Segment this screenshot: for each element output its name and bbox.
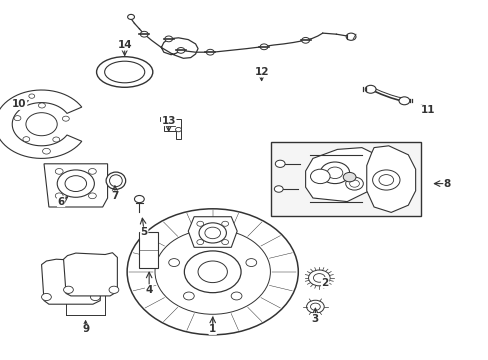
Circle shape (365, 85, 375, 93)
Circle shape (313, 274, 325, 282)
Text: 2: 2 (321, 278, 328, 288)
Circle shape (127, 14, 134, 19)
Circle shape (274, 186, 283, 192)
Ellipse shape (96, 57, 153, 87)
Circle shape (326, 167, 342, 179)
Circle shape (204, 227, 220, 239)
Circle shape (349, 180, 359, 187)
Circle shape (155, 229, 270, 314)
Circle shape (199, 223, 226, 243)
Circle shape (221, 221, 228, 226)
Circle shape (345, 177, 363, 190)
Circle shape (231, 292, 242, 300)
Circle shape (26, 113, 57, 136)
Circle shape (168, 258, 179, 266)
Circle shape (320, 162, 349, 184)
Circle shape (57, 170, 94, 197)
Text: 8: 8 (443, 179, 450, 189)
Text: 6: 6 (58, 197, 64, 207)
Bar (271, 142, 420, 216)
Polygon shape (188, 217, 237, 247)
Circle shape (164, 36, 172, 42)
Text: 13: 13 (161, 116, 176, 126)
Polygon shape (44, 164, 107, 207)
Text: 4: 4 (145, 285, 153, 295)
Bar (139, 232, 158, 268)
Polygon shape (0, 90, 81, 158)
Circle shape (65, 176, 86, 192)
Polygon shape (160, 117, 181, 139)
Polygon shape (305, 148, 376, 202)
Circle shape (55, 193, 63, 199)
Circle shape (63, 286, 73, 293)
Circle shape (308, 270, 329, 286)
Circle shape (301, 37, 309, 43)
Circle shape (378, 175, 393, 185)
Text: 1: 1 (209, 324, 216, 334)
Circle shape (90, 293, 100, 301)
Circle shape (23, 137, 30, 142)
Circle shape (197, 239, 203, 244)
Circle shape (88, 193, 96, 199)
Circle shape (310, 303, 320, 310)
Circle shape (39, 103, 45, 108)
Circle shape (88, 168, 96, 174)
Circle shape (29, 94, 35, 98)
Text: 11: 11 (420, 105, 434, 115)
Circle shape (53, 137, 60, 142)
Circle shape (177, 48, 184, 53)
Circle shape (42, 148, 50, 154)
Circle shape (310, 169, 329, 184)
Circle shape (207, 238, 218, 246)
Circle shape (183, 292, 194, 300)
Circle shape (343, 172, 355, 182)
Circle shape (309, 173, 321, 181)
Circle shape (62, 116, 69, 121)
Circle shape (109, 286, 119, 293)
Circle shape (14, 116, 21, 121)
Ellipse shape (104, 61, 144, 83)
Text: 5: 5 (141, 227, 147, 237)
Text: 10: 10 (12, 99, 27, 109)
Circle shape (306, 300, 324, 313)
Circle shape (275, 160, 285, 167)
Text: 12: 12 (254, 67, 268, 77)
Circle shape (372, 170, 399, 190)
Circle shape (260, 44, 267, 50)
Ellipse shape (109, 175, 122, 187)
Circle shape (127, 209, 298, 335)
Polygon shape (366, 146, 415, 212)
Circle shape (184, 251, 241, 293)
Text: 9: 9 (82, 324, 89, 334)
Circle shape (346, 33, 355, 40)
Circle shape (245, 258, 256, 266)
Text: 7: 7 (111, 191, 119, 201)
Text: 3: 3 (311, 314, 318, 324)
Circle shape (197, 221, 203, 226)
Circle shape (398, 97, 409, 105)
Circle shape (140, 31, 148, 37)
Circle shape (311, 175, 318, 180)
Text: 14: 14 (117, 40, 132, 50)
Circle shape (206, 49, 214, 55)
Circle shape (55, 168, 63, 174)
Circle shape (134, 195, 144, 203)
Circle shape (221, 239, 228, 244)
Circle shape (41, 293, 51, 301)
Ellipse shape (106, 172, 125, 189)
Polygon shape (41, 259, 100, 304)
Circle shape (198, 261, 227, 283)
Circle shape (175, 127, 181, 132)
Polygon shape (63, 253, 117, 296)
